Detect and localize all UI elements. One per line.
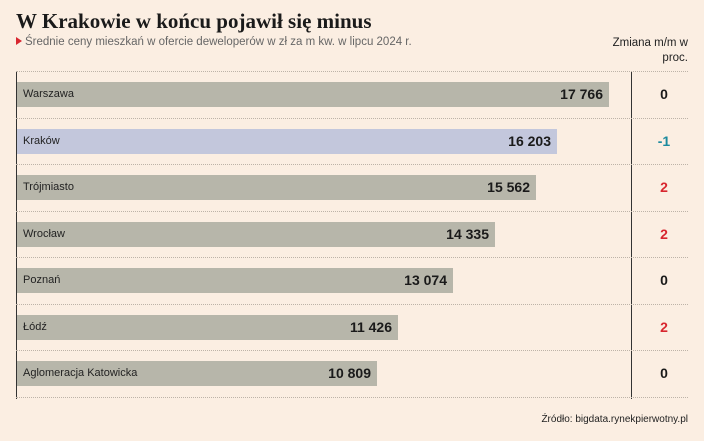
change-value-trojmiasto: 2	[660, 179, 668, 195]
chart-subtitle: Średnie ceny mieszkań w ofercie dewelope…	[16, 36, 412, 48]
chart-title: W Krakowie w końcu pojawił się minus	[16, 9, 372, 33]
category-label-wroclaw: Wrocław	[23, 228, 65, 240]
change-value-krakow: -1	[657, 133, 671, 149]
category-label-poznan: Poznań	[23, 274, 61, 286]
category-label-lodz: Łódź	[23, 321, 47, 333]
chart-left-border	[16, 71, 17, 399]
value-label-warszawa: 17 766	[560, 86, 603, 102]
triangle-marker-icon	[16, 37, 22, 45]
value-label-krakow: 16 203	[508, 133, 551, 149]
value-label-aglomeracja-katowicka: 10 809	[328, 365, 371, 381]
bar-trojmiasto	[17, 175, 536, 200]
row-separator	[16, 164, 688, 165]
value-label-lodz: 11 426	[349, 319, 392, 335]
category-label-trojmiasto: Trójmiasto	[23, 181, 74, 193]
value-label-trojmiasto: 15 562	[487, 179, 530, 195]
change-column-divider	[631, 71, 632, 399]
change-column-header: Zmiana m/m w proc.	[612, 37, 688, 64]
row-separator	[16, 211, 688, 212]
change-value-wroclaw: 2	[660, 226, 668, 242]
bar-aglomeracja-katowicka	[17, 361, 377, 386]
row-separator	[16, 71, 688, 72]
row-separator	[16, 118, 688, 119]
bar-wroclaw	[17, 222, 495, 247]
category-label-krakow: Kraków	[23, 135, 60, 147]
value-label-wroclaw: 14 335	[446, 226, 489, 242]
category-label-warszawa: Warszawa	[23, 88, 74, 100]
change-value-poznan: 0	[660, 272, 668, 288]
row-separator	[16, 397, 688, 398]
bar-lodz	[17, 315, 398, 340]
change-value-lodz: 2	[660, 319, 668, 335]
row-separator	[16, 257, 688, 258]
category-label-aglomeracja-katowicka: Aglomeracja Katowicka	[23, 367, 138, 379]
change-value-warszawa: 0	[660, 86, 668, 102]
change-value-aglomeracja-katowicka: 0	[660, 365, 668, 381]
bar-krakow	[17, 129, 557, 154]
row-separator	[16, 350, 688, 351]
row-separator	[16, 304, 688, 305]
bar-poznan	[17, 268, 453, 293]
value-label-poznan: 13 074	[404, 272, 447, 288]
bar-warszawa	[17, 82, 609, 107]
source-note: Źródło: bigdata.rynekpierwotny.pl	[541, 414, 688, 425]
subtitle-text: Średnie ceny mieszkań w ofercie dewelope…	[25, 36, 412, 48]
